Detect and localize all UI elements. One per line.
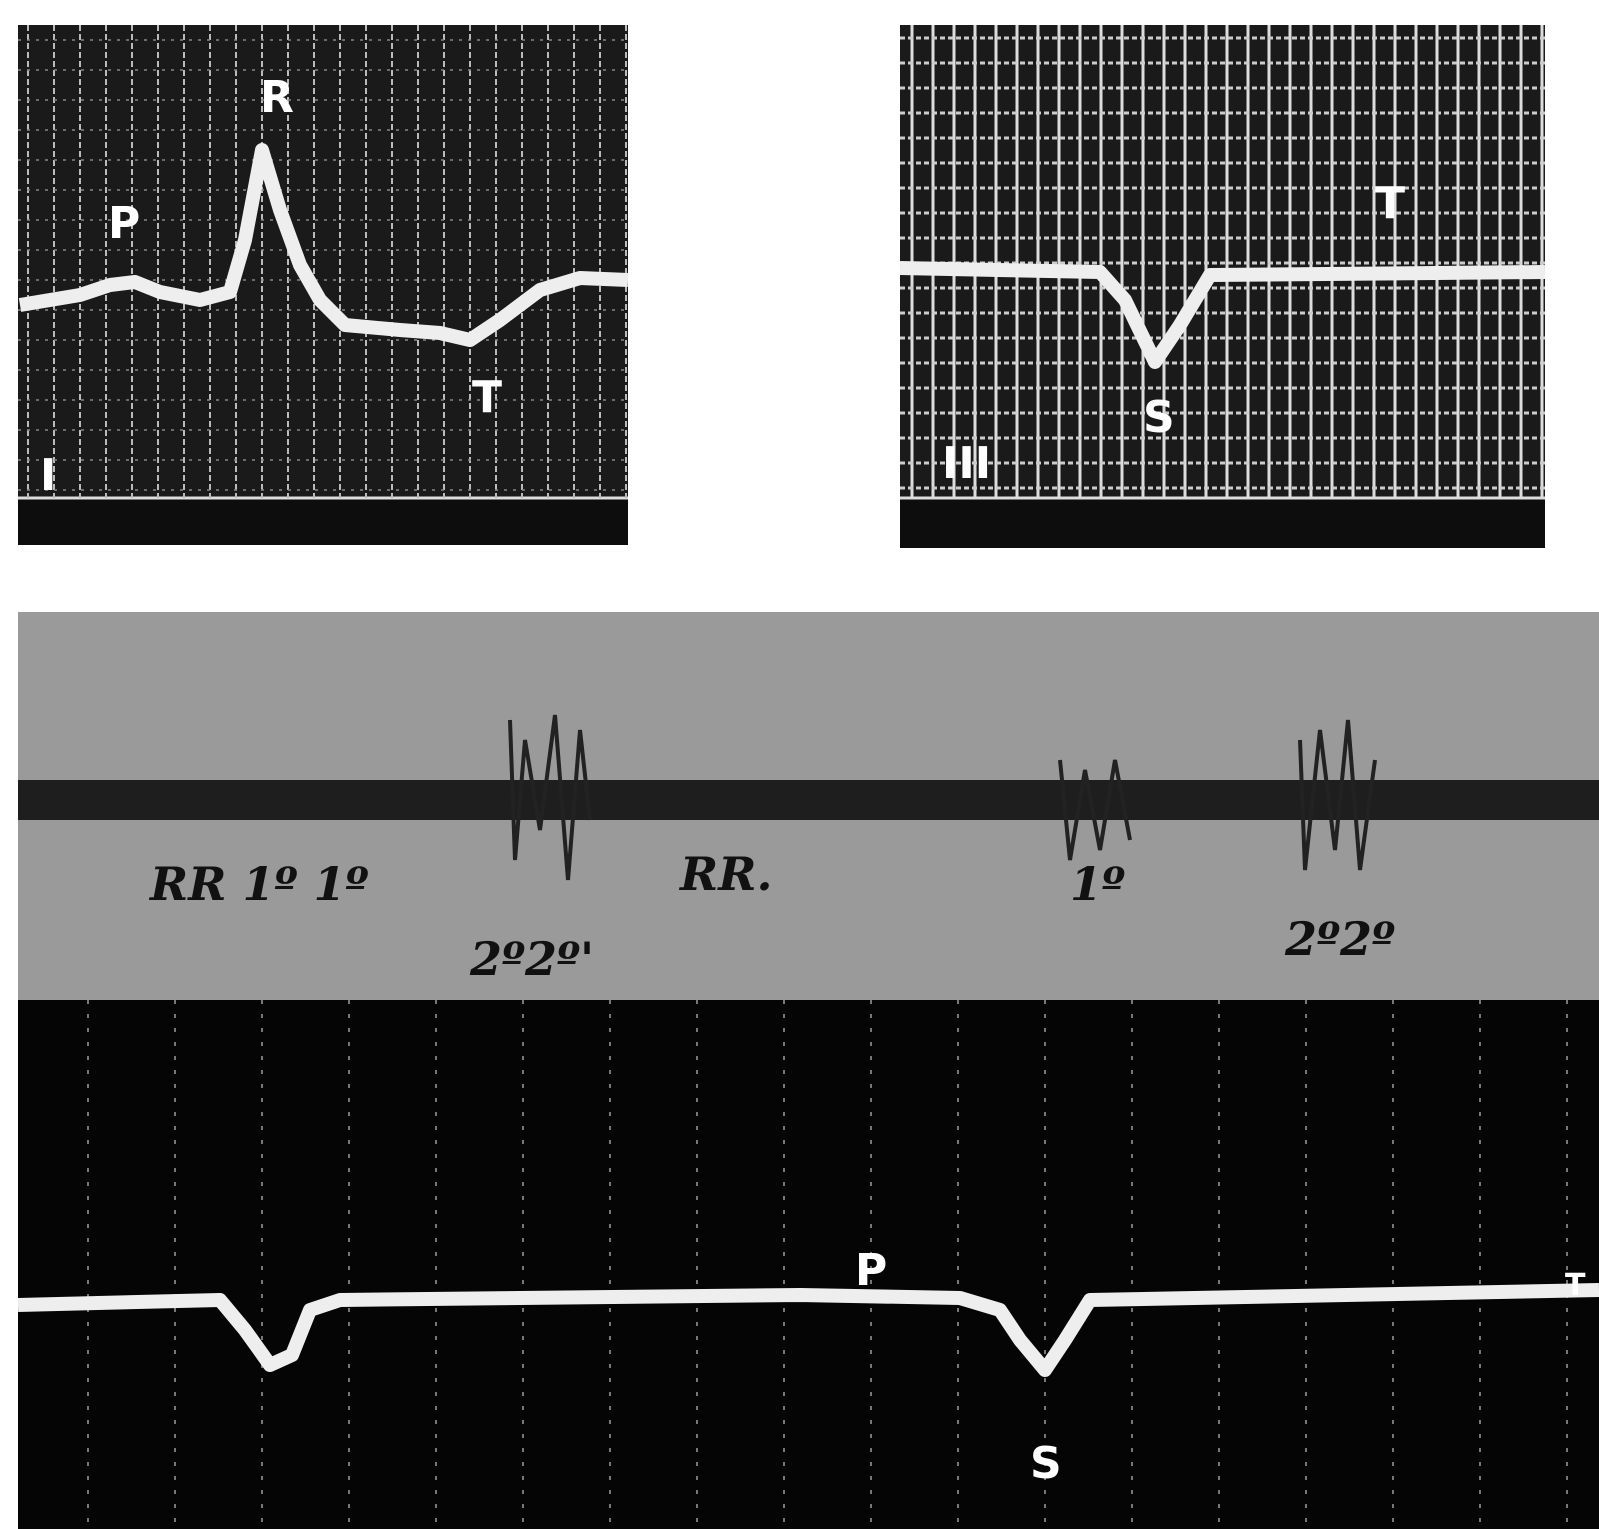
annotation: RR 1º 1º [148, 857, 369, 911]
panel-footer [900, 498, 1545, 548]
wave-label: P [108, 198, 140, 249]
lower-band [18, 1000, 1599, 1529]
reference-line [18, 780, 1599, 820]
wave-label: T [1565, 1268, 1586, 1303]
annotation: 2º2º' [469, 932, 594, 986]
ecg-trace [18, 143, 629, 347]
wave-label: S [1030, 1438, 1062, 1489]
signal-bursts [508, 714, 1377, 881]
wave-label: T [472, 372, 502, 423]
wave-label: S [1143, 392, 1175, 443]
ecg-trace [17, 1283, 1599, 1377]
wave-label: T [1375, 178, 1405, 229]
strip-panel [18, 612, 1599, 1529]
traces [17, 143, 1599, 1377]
ecg-trace [899, 261, 1546, 369]
annotation: 1º [1070, 857, 1125, 911]
panel-footer [18, 498, 628, 545]
wave-label: R [260, 72, 294, 123]
wave-label: P [855, 1245, 887, 1296]
annotation: RR. [678, 847, 772, 901]
lead-label: I [40, 450, 56, 501]
lead-label: III [942, 438, 991, 489]
annotation: 2º2º [1284, 912, 1395, 966]
